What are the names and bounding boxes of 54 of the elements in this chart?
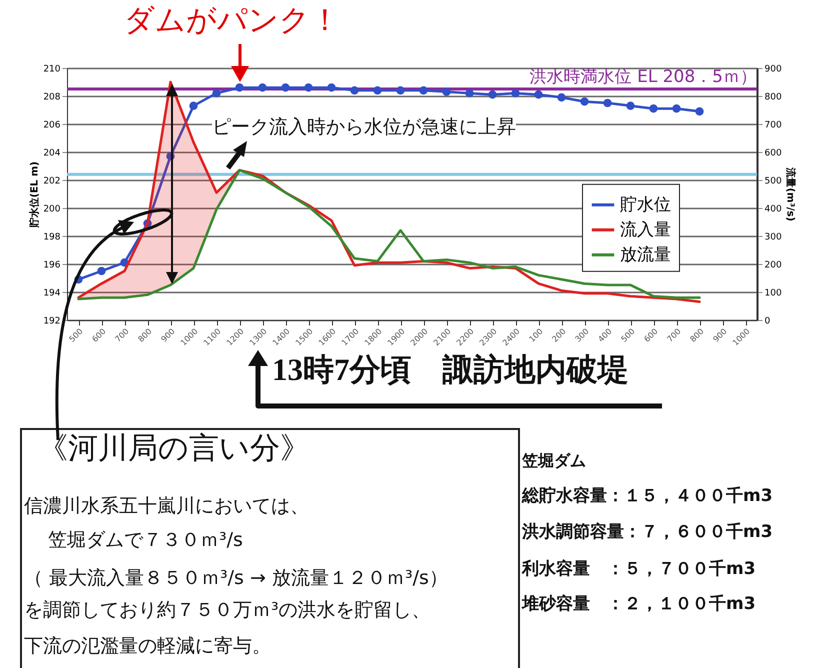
text: 《河川局の言い分》 bbox=[38, 431, 310, 466]
x-tick-label: 700 bbox=[113, 326, 131, 344]
x-tick-label: 500 bbox=[67, 326, 85, 344]
y2-tick-label: 700 bbox=[764, 120, 782, 130]
chart-title: ダムがパンク！ bbox=[124, 3, 340, 38]
x-tick-label: 900 bbox=[711, 326, 729, 344]
y-tick-label: 198 bbox=[43, 232, 61, 242]
x-tick-label: 400 bbox=[596, 326, 614, 344]
y-axis-title: 貯水位(EL m) bbox=[28, 161, 40, 229]
x-tick-label: 200 bbox=[550, 326, 568, 344]
x-tick-label: 700 bbox=[665, 326, 683, 344]
text: 利水容量 ：５，７００千m3 bbox=[522, 559, 756, 580]
y2-tick-label: 600 bbox=[764, 148, 782, 158]
annotation: ピーク流入時から水位が急速に上昇 bbox=[212, 116, 516, 139]
text: 笠堀ダムで７３０ｍ³/s bbox=[48, 529, 243, 552]
x-tick-label: 600 bbox=[90, 326, 108, 344]
x-tick-label: 900 bbox=[159, 326, 177, 344]
y2-tick-label: 500 bbox=[764, 176, 782, 186]
x-tick-label: 800 bbox=[688, 326, 706, 344]
y2-tick-label: 800 bbox=[764, 92, 782, 102]
text: を調節しており約７５０万ｍ³の洪水を貯留し、 bbox=[24, 599, 431, 622]
y-tick-label: 202 bbox=[43, 176, 60, 186]
y-tick-label: 192 bbox=[43, 316, 60, 326]
text: （ 最大流入量８５０ｍ³/s → 放流量１２０ｍ³/s） bbox=[24, 567, 448, 590]
y-tick-label: 210 bbox=[43, 64, 61, 74]
y-tick-label: 208 bbox=[43, 92, 61, 102]
x-tick-label: 600 bbox=[642, 326, 660, 344]
x-tick-label: 500 bbox=[619, 326, 637, 344]
y2-tick-label: 400 bbox=[764, 204, 782, 214]
y-tick-label: 200 bbox=[43, 204, 61, 214]
text: 総貯水容量：１５，４００千m3 bbox=[522, 486, 773, 507]
y2-tick-label: 900 bbox=[764, 64, 782, 74]
legend-label: 放流量 bbox=[620, 244, 671, 265]
y-tick-label: 206 bbox=[43, 120, 61, 130]
y-tick-label: 194 bbox=[43, 288, 61, 298]
x-tick-label: 100 bbox=[527, 326, 545, 344]
y-tick-label: 204 bbox=[43, 148, 61, 158]
y2-axis-title: 流量(m³/s) bbox=[784, 166, 797, 222]
text: 信濃川水系五十嵐川においては、 bbox=[24, 495, 309, 518]
text: 堆砂容量 ：２，１００千m3 bbox=[522, 594, 756, 615]
x-tick-label: 300 bbox=[573, 326, 591, 344]
y2-tick-label: 200 bbox=[764, 260, 782, 270]
text: 洪水調節容量：７，６００千m3 bbox=[522, 522, 773, 543]
text: 笠堀ダム bbox=[522, 451, 586, 470]
text: 下流の氾濫量の軽減に寄与。 bbox=[24, 635, 271, 658]
y-tick-label: 196 bbox=[43, 260, 61, 270]
legend-label: 流入量 bbox=[620, 220, 671, 240]
x-tick-label: 800 bbox=[136, 326, 154, 344]
text: 13時7分頃 諏訪地内破堤 bbox=[272, 352, 628, 388]
legend-label: 貯水位 bbox=[620, 194, 671, 215]
y2-tick-label: 300 bbox=[764, 232, 782, 242]
y2-tick-label: 0 bbox=[764, 316, 770, 326]
y2-tick-label: 100 bbox=[764, 288, 782, 298]
ref-line-label: 洪水時満水位 EL 208．5ｍ） bbox=[530, 67, 757, 87]
